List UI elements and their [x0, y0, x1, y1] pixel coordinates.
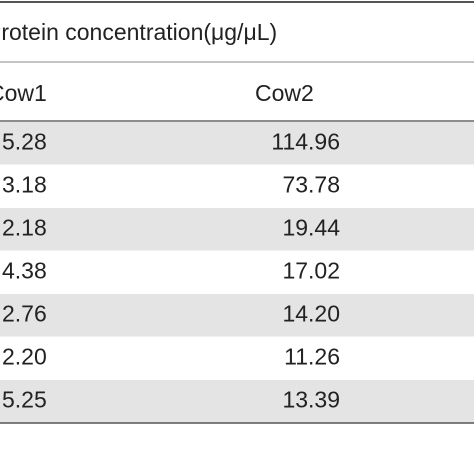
cell: 17.02 — [282, 258, 340, 284]
cell: 2.20 — [2, 344, 47, 370]
table-title: Protein concentration(μg/μL) — [0, 19, 277, 45]
cell: 5.25 — [2, 387, 47, 413]
cell: 73.78 — [282, 172, 340, 198]
row-shade — [0, 380, 474, 423]
cell: 11.26 — [284, 344, 340, 370]
row-shade — [0, 208, 474, 251]
cell: 4.38 — [2, 258, 47, 284]
column-header: Cow2 — [255, 80, 314, 106]
cell: 5.28 — [2, 129, 47, 155]
row-shade — [0, 122, 474, 165]
column-header: Cow1 — [0, 80, 47, 106]
row-shade — [0, 294, 474, 337]
cell: 2.76 — [2, 301, 47, 327]
cell: 19.44 — [282, 215, 340, 241]
cell: 3.18 — [2, 172, 47, 198]
cell: 14.20 — [282, 301, 340, 327]
cell: 2.18 — [2, 215, 47, 241]
cell: 13.39 — [282, 387, 340, 413]
cell: 114.96 — [271, 129, 340, 155]
